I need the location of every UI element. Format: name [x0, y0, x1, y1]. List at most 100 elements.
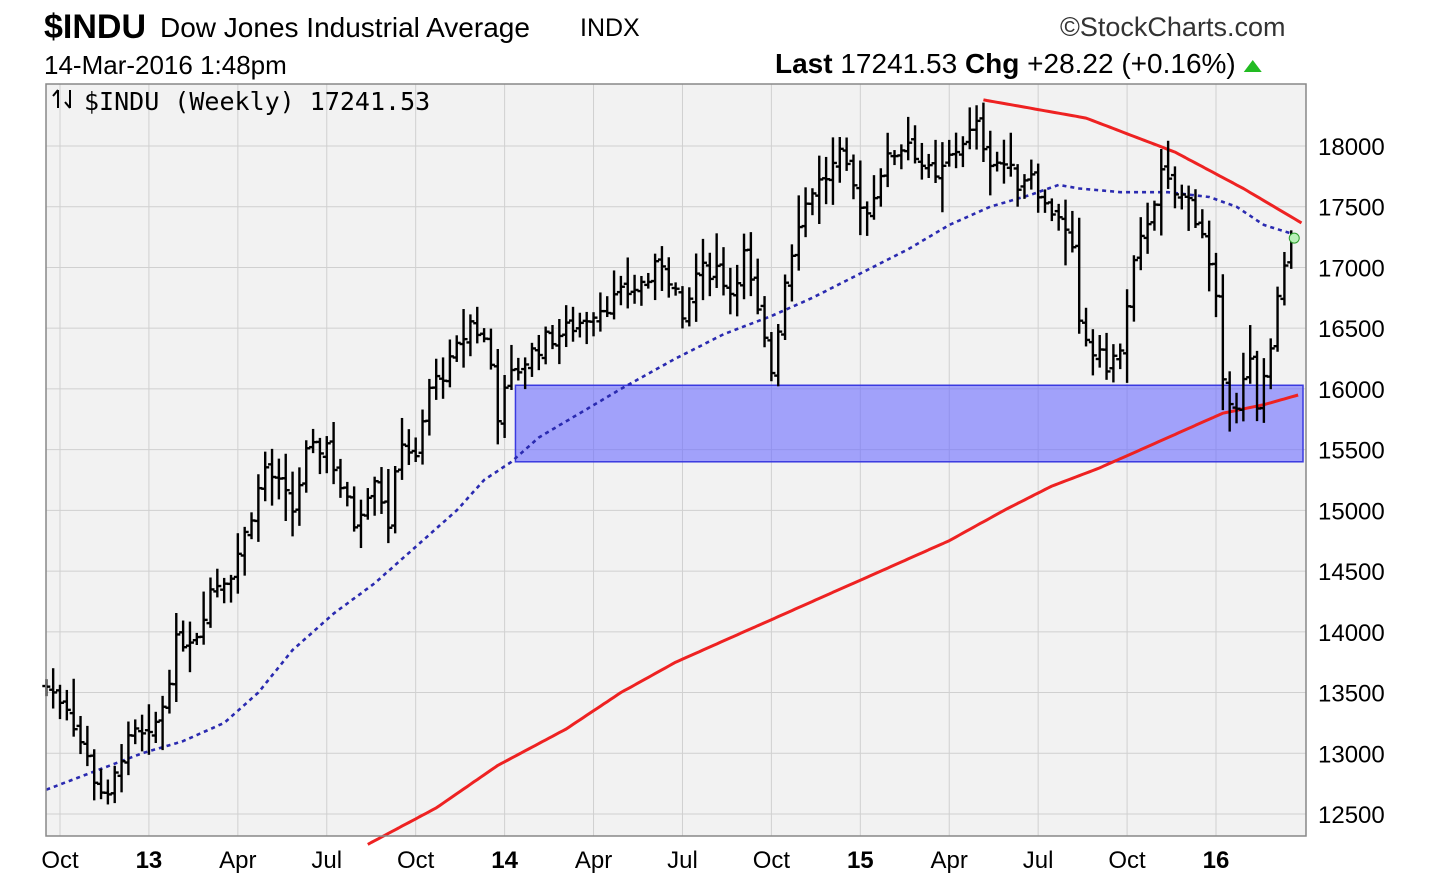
ohlc-bar [849, 154, 858, 200]
ohlc-bar [1027, 159, 1036, 190]
y-tick-label: 16000 [1318, 377, 1385, 404]
ohlc-bar [49, 668, 58, 709]
ohlc-bar [131, 719, 140, 745]
x-tick-label: Oct [1108, 847, 1146, 874]
ohlc-bar [521, 357, 530, 390]
ohlc-bar [1143, 202, 1152, 254]
ohlc-bar [1184, 185, 1193, 231]
ohlc-bar [527, 342, 536, 377]
y-tick-label: 12500 [1318, 802, 1385, 829]
change-value: +28.22 (+0.16%) [1027, 48, 1236, 79]
ohlc-bar [233, 533, 242, 594]
ohlc-bar [466, 314, 475, 357]
ohlc-bar [1082, 307, 1091, 347]
x-tick-label: Apr [219, 847, 256, 874]
ohlc-bar [979, 102, 988, 162]
ohlc-bar [206, 577, 215, 628]
ohlc-bar [719, 247, 728, 296]
ohlc-bar [828, 137, 837, 205]
y-tick-label: 13500 [1318, 681, 1385, 708]
ohlc-bar [1129, 255, 1138, 322]
ohlc-bar [938, 142, 947, 213]
x-tick-label: 13 [136, 847, 163, 874]
ohlc-bar [62, 689, 71, 721]
ohlc-bar [493, 348, 502, 445]
x-tick-label: Jul [667, 847, 698, 874]
last-label: Last [775, 48, 833, 79]
ohlc-bar [398, 417, 407, 480]
ohlc-bar [931, 139, 940, 184]
ohlc-bar [69, 678, 78, 737]
chart-type-icon[interactable] [52, 89, 71, 109]
x-tick-label: Jul [1023, 847, 1054, 874]
ohlc-bar [1109, 344, 1118, 383]
ohlc-bar [363, 488, 372, 520]
ohlc-bar [172, 613, 181, 703]
ohlc-bar [678, 286, 687, 329]
ohlc-bar [1198, 209, 1207, 239]
resistance-trendline [983, 98, 1303, 225]
support-zone-rect [514, 384, 1304, 463]
y-tick-label: 17500 [1318, 195, 1385, 222]
ohlc-bar [705, 252, 714, 297]
ohlc-bar [685, 287, 694, 327]
ohlc-bar [56, 684, 64, 720]
ohlc-bar [1266, 338, 1275, 390]
trendline-path [983, 98, 1303, 225]
ohlc-bar [281, 453, 290, 522]
ohlc-bar [1157, 149, 1166, 236]
y-tick-label: 14500 [1318, 559, 1385, 586]
ohlc-bar [1075, 217, 1084, 334]
ohlc-bar [213, 568, 222, 598]
ohlc-bar [1280, 251, 1289, 306]
ohlc-bar [1239, 352, 1248, 422]
ohlc-bar [1047, 198, 1056, 222]
ohlc-bar [350, 486, 359, 532]
x-tick-label: Oct [397, 847, 435, 874]
ohlc-bar [1136, 217, 1145, 271]
ohlc-bar [842, 137, 851, 171]
up-arrow-icon [1243, 60, 1262, 72]
x-tick-label: Oct [753, 847, 791, 874]
y-tick-label: 17000 [1318, 255, 1385, 282]
ohlc-bar [781, 274, 790, 340]
ohlc-bar [958, 136, 967, 168]
symbol-title: $INDU [44, 8, 147, 46]
brand-watermark[interactable]: ©StockCharts.com [1060, 12, 1286, 42]
ohlc-bar [1054, 203, 1063, 231]
ohlc-bar [835, 137, 844, 183]
ohlc-bar [911, 125, 920, 164]
ohlc-bar [657, 246, 666, 291]
ohlc-bar [575, 312, 584, 338]
ohlc-bar [698, 238, 707, 301]
ohlc-bar [76, 715, 85, 755]
ohlc-bar [240, 526, 249, 576]
ma-long-line [367, 393, 1299, 846]
x-axis: Oct 13 Apr Jul Oct 14 Apr Jul Oct 15 Apr Jul Oct 16 [41, 847, 1229, 874]
ohlc-bar [952, 132, 961, 169]
ohlc-bar [534, 334, 543, 371]
ohlc-bar [664, 257, 673, 298]
ma-long-path [367, 393, 1299, 846]
ohlc-bar [411, 437, 420, 463]
ohlc-bar [1191, 189, 1200, 228]
ohlc-bar [329, 421, 338, 485]
last-quote: Last 17241.53 Chg +28.22 (+0.16%) [775, 48, 1236, 80]
y-tick-label: 15500 [1318, 438, 1385, 465]
ohlc-bar [144, 704, 153, 755]
up-arrow-shape [1243, 60, 1262, 72]
ohlc-bar [404, 429, 413, 465]
y-axis: 12500 13000 13500 14000 14500 15000 15500 16000… [1318, 134, 1385, 829]
change-label: Chg [964, 48, 1020, 79]
ohlc-bar [692, 253, 701, 322]
ohlc-bar [712, 233, 721, 288]
ohlc-bar [651, 253, 660, 301]
ohlc-bar [514, 357, 523, 381]
ohlc-bar [1225, 371, 1234, 432]
ohlc-bar [671, 282, 680, 296]
ohlc-bar [500, 375, 509, 438]
ohlc-bar [863, 201, 872, 236]
ohlc-bar [432, 358, 441, 400]
ohlc-bar [746, 232, 755, 297]
